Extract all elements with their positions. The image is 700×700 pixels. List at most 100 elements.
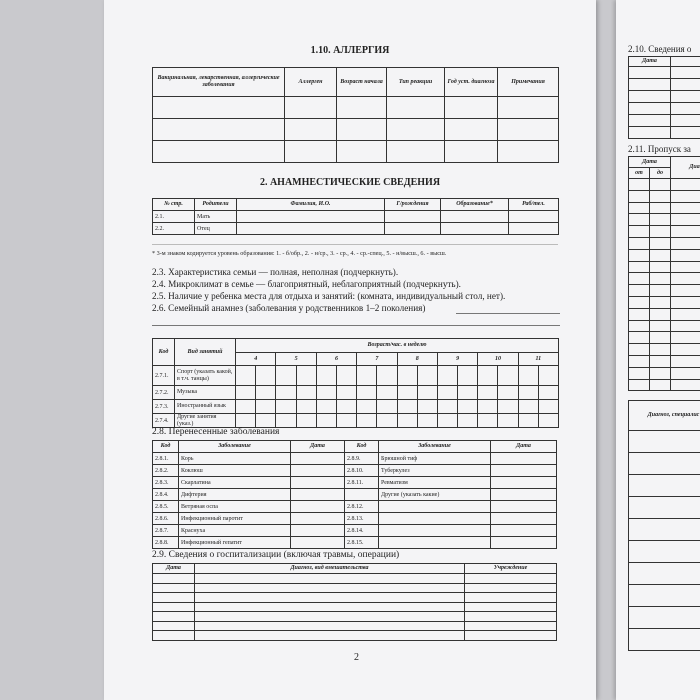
diagnosis-cell[interactable] (628, 474, 700, 497)
hospital-cell[interactable] (152, 592, 195, 603)
allergy-cell[interactable] (336, 96, 387, 119)
absence-cell[interactable] (648, 272, 672, 286)
allergy-cell[interactable] (497, 140, 559, 163)
absence-cell[interactable] (670, 260, 700, 274)
absence-cell[interactable] (628, 248, 650, 262)
absence-cell[interactable] (648, 343, 672, 356)
absence-cell[interactable] (670, 378, 700, 392)
absence-cell[interactable] (628, 295, 650, 309)
hours-cell[interactable] (315, 399, 337, 414)
disease-date[interactable] (290, 512, 345, 525)
diagnosis-cell[interactable] (628, 540, 700, 563)
hours-cell[interactable] (376, 399, 398, 414)
parent-field[interactable] (384, 210, 441, 223)
absence-cell[interactable] (648, 331, 672, 345)
absence-cell[interactable] (628, 284, 650, 297)
disease-date[interactable] (290, 488, 345, 501)
absence-cell[interactable] (628, 272, 650, 286)
hospital-cell[interactable] (194, 601, 465, 612)
disease-date[interactable] (290, 524, 345, 537)
hours-cell[interactable] (497, 365, 519, 386)
hours-cell[interactable] (517, 365, 539, 386)
hours-cell[interactable] (457, 385, 479, 400)
allergy-cell[interactable] (444, 118, 498, 141)
hours-cell[interactable] (396, 412, 418, 429)
hours-cell[interactable] (537, 412, 560, 429)
absence-cell[interactable] (648, 307, 672, 321)
info-cell[interactable] (670, 66, 700, 79)
hours-cell[interactable] (477, 399, 499, 414)
disease-date[interactable] (490, 488, 557, 501)
allergy-cell[interactable] (497, 118, 559, 141)
hospital-cell[interactable] (464, 582, 557, 593)
hours-cell[interactable] (315, 412, 337, 429)
hours-cell[interactable] (537, 399, 560, 414)
disease-date[interactable] (290, 464, 345, 477)
diagnosis-cell[interactable] (628, 628, 700, 651)
allergy-cell[interactable] (152, 140, 285, 163)
hours-cell[interactable] (234, 365, 257, 386)
info-cell[interactable] (670, 78, 700, 91)
hours-cell[interactable] (234, 399, 257, 414)
absence-cell[interactable] (628, 354, 650, 368)
hours-cell[interactable] (295, 365, 317, 386)
absence-cell[interactable] (670, 213, 700, 227)
hours-cell[interactable] (255, 412, 277, 429)
allergy-cell[interactable] (152, 96, 285, 119)
absence-cell[interactable] (648, 260, 672, 274)
absence-cell[interactable] (628, 236, 650, 250)
hours-cell[interactable] (255, 399, 277, 414)
date-cell[interactable] (628, 126, 671, 139)
diagnosis-cell[interactable] (628, 518, 700, 541)
hospital-cell[interactable] (194, 630, 465, 641)
hours-cell[interactable] (517, 412, 539, 429)
absence-cell[interactable] (670, 201, 700, 215)
diagnosis-cell[interactable] (628, 430, 700, 453)
hours-cell[interactable] (335, 385, 358, 400)
absence-cell[interactable] (648, 295, 672, 309)
hours-cell[interactable] (275, 365, 297, 386)
allergy-cell[interactable] (386, 118, 445, 141)
hospital-cell[interactable] (152, 601, 195, 612)
disease-date[interactable] (490, 476, 557, 489)
hours-cell[interactable] (457, 399, 479, 414)
disease-date[interactable] (290, 476, 345, 489)
info-cell[interactable] (670, 114, 700, 127)
hours-cell[interactable] (335, 412, 358, 429)
absence-cell[interactable] (648, 178, 672, 191)
disease-date[interactable] (490, 464, 557, 477)
allergy-cell[interactable] (284, 118, 337, 141)
allergy-cell[interactable] (444, 140, 498, 163)
hospital-cell[interactable] (464, 573, 557, 584)
info-cell[interactable] (670, 102, 700, 115)
hours-cell[interactable] (356, 412, 378, 429)
hours-cell[interactable] (356, 385, 378, 400)
hospital-cell[interactable] (152, 611, 195, 622)
absence-cell[interactable] (628, 307, 650, 321)
hours-cell[interactable] (457, 365, 479, 386)
hospital-cell[interactable] (194, 611, 465, 622)
absence-cell[interactable] (648, 319, 672, 333)
hours-cell[interactable] (335, 399, 358, 414)
allergy-cell[interactable] (336, 118, 387, 141)
hospital-cell[interactable] (464, 592, 557, 603)
diagnosis-cell[interactable] (628, 562, 700, 585)
hours-cell[interactable] (295, 412, 317, 429)
absence-cell[interactable] (670, 225, 700, 238)
allergy-cell[interactable] (152, 118, 285, 141)
hours-cell[interactable] (436, 365, 459, 386)
hours-cell[interactable] (436, 399, 459, 414)
hours-cell[interactable] (396, 385, 418, 400)
allergy-cell[interactable] (284, 96, 337, 119)
disease-name[interactable] (378, 512, 491, 525)
allergy-cell[interactable] (336, 140, 387, 163)
hours-cell[interactable] (477, 412, 499, 429)
absence-cell[interactable] (670, 319, 700, 333)
disease-date[interactable] (490, 452, 557, 465)
hours-cell[interactable] (234, 385, 257, 400)
diagnosis-cell[interactable] (628, 496, 700, 519)
hours-cell[interactable] (376, 365, 398, 386)
disease-name[interactable] (378, 524, 491, 537)
hours-cell[interactable] (416, 399, 438, 414)
allergy-cell[interactable] (284, 140, 337, 163)
